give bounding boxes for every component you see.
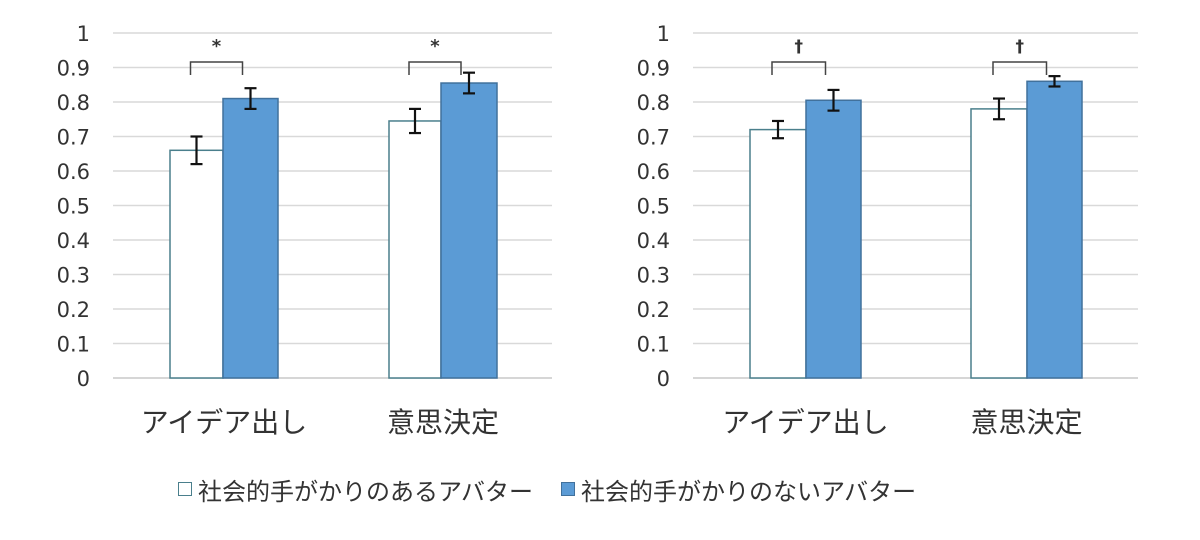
y-tick-label: 0.8 (637, 91, 670, 115)
y-tick-label: 0.7 (637, 126, 670, 150)
bar-without-social-cues (222, 97, 279, 379)
x-category-label: アイデア出し (722, 406, 889, 439)
y-tick-label: 0.4 (637, 229, 670, 253)
error-bar (827, 88, 840, 112)
y-tick-label: 0.1 (57, 333, 90, 357)
bar-with-social-cues (388, 120, 442, 379)
x-category-label: 意思決定 (387, 406, 499, 439)
y-tick-label: 0.7 (57, 126, 90, 150)
error-bar (1048, 75, 1061, 88)
x-category-label: アイデア出し (141, 406, 308, 439)
y-tick-label: 0.6 (637, 160, 670, 184)
significance-bracket (992, 61, 1048, 75)
legend-swatch-blue-icon (561, 482, 576, 496)
bar-without-social-cues (440, 82, 498, 379)
y-tick-label: 0.4 (57, 229, 90, 253)
significance-bracket (771, 61, 827, 75)
y-tick-label: 0.3 (57, 264, 90, 288)
chart-right: 0 0.1 0.2 0.3 0.4 0.5 0.6 0.7 0.8 0.9 1 † アイデア出し † 意思決… (580, 0, 1180, 460)
legend-swatch-white-icon (178, 482, 192, 496)
y-tick-label: 0.2 (637, 298, 670, 322)
legend-label: 社会的手がかりのないアバター (581, 477, 917, 506)
significance-bracket (408, 61, 462, 75)
significance-dagger: † (1016, 37, 1025, 57)
bar-without-social-cues (1026, 80, 1083, 379)
y-tick-label: 0.1 (637, 333, 670, 357)
chart-right-plot: 0 0.1 0.2 0.3 0.4 0.5 0.6 0.7 0.8 0.9 1 † アイデア出し † 意思決… (637, 22, 1138, 439)
y-tick-label: 0 (657, 367, 670, 391)
error-bar (409, 107, 421, 135)
error-bar (463, 71, 475, 95)
error-bar (993, 97, 1005, 121)
legend: 社会的手がかりのあるアバター 社会的手がかりのないアバター (178, 472, 1038, 506)
significance-asterisk: * (212, 36, 222, 57)
y-tick-label: 1 (77, 22, 90, 46)
significance-asterisk: * (430, 36, 440, 57)
y-tick-label: 0.2 (57, 298, 90, 322)
significance-dagger: † (795, 37, 804, 57)
x-category-label: 意思決定 (970, 406, 1082, 439)
chart-left: 0 0.1 0.2 0.3 0.4 0.5 0.6 0.7 0.8 0.9 1 * アイデア出し * 意思決… (0, 0, 600, 460)
bar-with-social-cues (970, 108, 1028, 379)
legend-item-without-social-cues: 社会的手がかりのないアバター (561, 472, 916, 507)
significance-bracket (189, 61, 244, 75)
y-tick-label: 0.5 (637, 195, 670, 219)
y-tick-label: 1 (657, 22, 670, 46)
chart-left-plot: 0 0.1 0.2 0.3 0.4 0.5 0.6 0.7 0.8 0.9 1 * アイデア出し * 意思決… (57, 22, 552, 439)
bar-with-social-cues (749, 128, 807, 379)
legend-item-with-social-cues: 社会的手がかりのあるアバター (178, 472, 533, 507)
legend-label: 社会的手がかりのあるアバター (198, 477, 534, 506)
y-tick-label: 0.6 (57, 160, 90, 184)
y-tick-label: 0.3 (637, 264, 670, 288)
y-tick-label: 0.9 (57, 57, 90, 81)
y-tick-label: 0 (77, 367, 90, 391)
error-bar (190, 135, 203, 166)
error-bar (244, 87, 257, 111)
y-tick-label: 0.5 (57, 195, 90, 219)
y-tick-label: 0.8 (57, 91, 90, 115)
error-bar (772, 119, 784, 140)
bar-with-social-cues (169, 149, 224, 379)
bar-without-social-cues (805, 99, 862, 379)
y-tick-label: 0.9 (637, 57, 670, 81)
